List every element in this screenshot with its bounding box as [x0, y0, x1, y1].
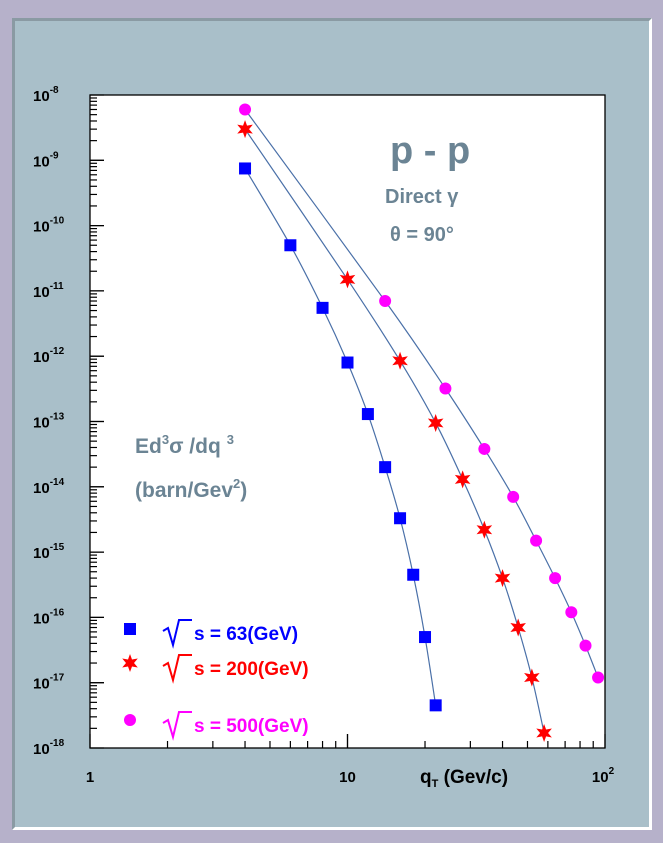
chart-title: p - p	[390, 130, 470, 172]
data-point-square	[284, 239, 297, 252]
y-tick-label: 10-10	[33, 216, 65, 236]
data-points	[237, 103, 605, 742]
data-point-star	[237, 120, 253, 139]
legend-label-200gev: s = 200(GeV)	[194, 659, 309, 680]
legend-marker-star	[122, 654, 138, 672]
x-tick-label: 1	[86, 769, 94, 786]
axes: 1 10 102 10-8 10-9 10-10 10-11 10-12 10-13 10-14 1…	[33, 85, 615, 786]
data-point-circle	[478, 442, 491, 455]
y-tick-label: 10-17	[33, 673, 65, 693]
x-tick-label: 102	[592, 766, 615, 786]
plot-area	[89, 94, 606, 749]
data-point-square	[239, 162, 252, 175]
legend-item-500gev: s = 500(GeV)	[124, 711, 309, 741]
y-tick-label: 10-11	[33, 281, 64, 301]
legend-label-63gev: s = 63(GeV)	[194, 624, 298, 645]
legend-item-63gev: s = 63(GeV)	[124, 619, 298, 649]
data-point-circle	[507, 490, 520, 503]
data-point-star	[524, 668, 540, 687]
y-tick-label: 10-14	[33, 477, 65, 497]
sqrt-icon	[162, 654, 192, 684]
data-point-circle	[592, 671, 605, 684]
data-point-star	[510, 618, 526, 637]
sqrt-icon	[162, 619, 192, 649]
data-point-circle	[439, 382, 452, 395]
data-point-square	[316, 301, 329, 314]
y-tick-label: 10-9	[33, 150, 59, 170]
data-point-star	[494, 569, 511, 588]
data-point-star	[476, 520, 493, 539]
data-point-circle	[379, 295, 392, 308]
data-point-square	[429, 699, 442, 712]
y-tick-label: 10-8	[33, 85, 59, 105]
legend-item-200gev: s = 200(GeV)	[122, 654, 309, 684]
y-axis-label-line2: (barn/Gev2)	[135, 476, 247, 502]
data-point-circle	[239, 103, 252, 116]
data-point-star	[427, 413, 444, 432]
legend-label-500gev: s = 500(GeV)	[194, 716, 309, 737]
x-tick-label: 10	[339, 769, 356, 786]
data-point-square	[361, 408, 374, 421]
data-point-circle	[549, 572, 562, 585]
legend: s = 63(GeV) s = 200(GeV) s = 500(GeV)	[122, 619, 309, 741]
y-tick-label: 10-16	[33, 607, 65, 627]
data-point-star	[536, 723, 552, 742]
data-point-square	[419, 631, 432, 644]
chart-subtitle-process: Direct γ	[385, 186, 459, 208]
chart-subtitle-angle: θ = 90°	[390, 224, 454, 246]
sqrt-icon	[162, 711, 192, 741]
data-point-star	[339, 270, 356, 289]
y-tick-label: 10-18	[33, 738, 65, 758]
fit-line	[244, 168, 437, 706]
data-point-square	[379, 461, 392, 474]
data-point-square	[394, 512, 407, 525]
data-point-square	[341, 356, 354, 369]
data-point-circle	[530, 534, 543, 547]
data-point-circle	[579, 639, 592, 652]
data-point-circle	[565, 606, 578, 619]
data-point-star	[392, 351, 408, 370]
legend-marker-circle	[124, 714, 136, 726]
y-tick-label: 10-15	[33, 542, 65, 562]
y-tick-label: 10-12	[33, 346, 65, 366]
x-axis-label: qT (Gev/c)	[420, 767, 508, 790]
data-point-square	[407, 568, 420, 581]
y-tick-label: 10-13	[33, 412, 65, 432]
data-point-star	[454, 470, 471, 489]
y-axis-label-line1: Ed3σ /dq 3	[135, 432, 234, 458]
legend-marker-square	[124, 623, 136, 635]
